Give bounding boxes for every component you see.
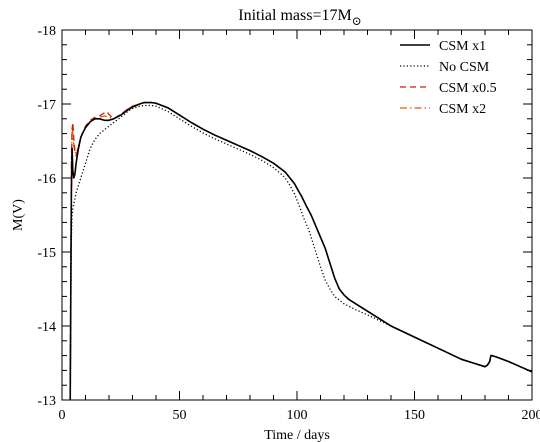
series-line-no-csm bbox=[69, 104, 533, 401]
x-tick-label: 0 bbox=[59, 408, 66, 423]
y-tick-label: -18 bbox=[37, 24, 56, 39]
y-tick-label: -17 bbox=[37, 98, 56, 113]
series-line-csm-x0-5 bbox=[69, 101, 533, 401]
series-line-csm-x1 bbox=[69, 101, 533, 401]
x-tick-label: 150 bbox=[404, 408, 425, 423]
legend-label: CSM x0.5 bbox=[439, 81, 497, 96]
series-line-csm-x2 bbox=[69, 101, 533, 401]
y-axis-label: M(V) bbox=[11, 199, 26, 231]
series-layer bbox=[69, 101, 533, 401]
legend-label: No CSM bbox=[439, 60, 490, 75]
x-axis: 0 50 100 150 200 bbox=[59, 30, 540, 423]
y-tick-label: -13 bbox=[37, 394, 56, 409]
legend-label: CSM x2 bbox=[439, 102, 486, 117]
solar-symbol: ⊙ bbox=[352, 14, 362, 28]
legend-label: CSM x1 bbox=[439, 39, 486, 54]
x-tick-label: 200 bbox=[522, 408, 540, 423]
y-axis: -18 -17 -16 -15 -14 -13 bbox=[37, 24, 532, 409]
chart-title: Initial mass=17M⊙ bbox=[238, 7, 362, 28]
y-tick-label: -16 bbox=[37, 172, 56, 187]
x-tick-label: 100 bbox=[287, 408, 308, 423]
y-tick-label: -15 bbox=[37, 246, 56, 261]
y-tick-label: -14 bbox=[37, 320, 56, 335]
x-axis-label: Time / days bbox=[264, 428, 330, 442]
legend: CSM x1 No CSM CSM x0.5 CSM x2 bbox=[400, 39, 497, 117]
x-tick-label: 50 bbox=[173, 408, 187, 423]
